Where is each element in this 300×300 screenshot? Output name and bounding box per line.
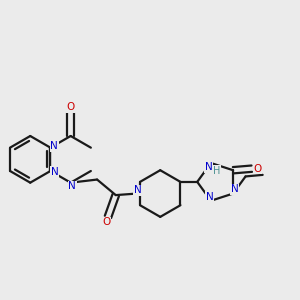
Text: N: N (50, 141, 58, 151)
Text: N: N (206, 192, 213, 202)
Text: O: O (253, 164, 262, 174)
Text: N: N (231, 184, 239, 194)
Text: N: N (205, 162, 212, 172)
Text: N: N (134, 185, 141, 195)
Text: H: H (213, 166, 220, 176)
Text: O: O (102, 218, 110, 227)
Text: O: O (67, 102, 75, 112)
Text: N: N (51, 167, 59, 177)
Text: N: N (68, 182, 76, 191)
